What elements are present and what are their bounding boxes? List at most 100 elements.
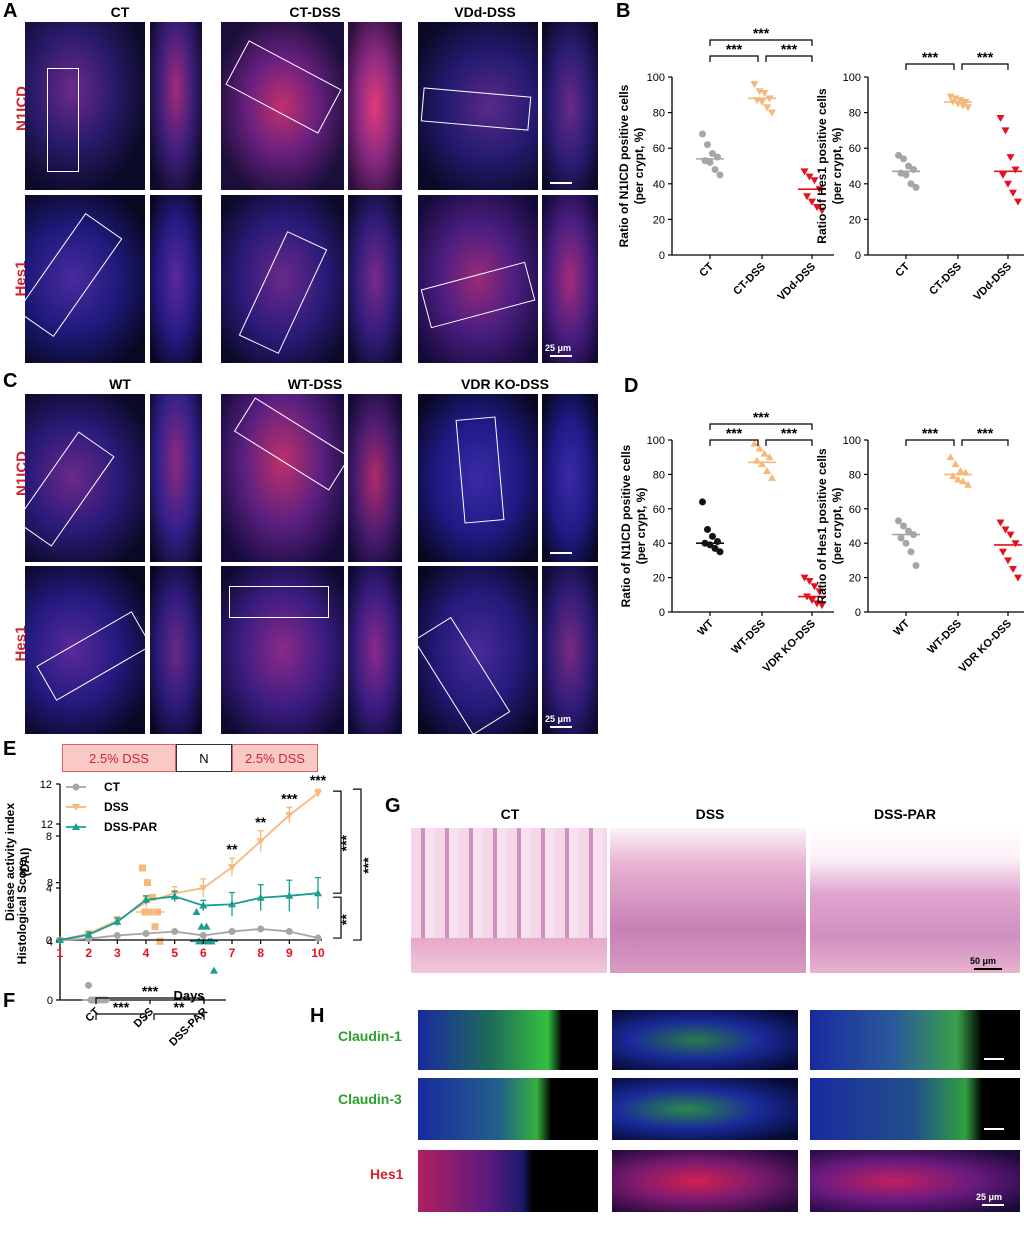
- panel-g-col-dss: DSS: [695, 806, 725, 822]
- B-right-y-axis-label-unit: (per crypt, %): [830, 128, 844, 205]
- scale-bar: [982, 1204, 1004, 1206]
- B-right-ytick-label: 60: [849, 143, 861, 155]
- B-left-point: [805, 173, 814, 181]
- B-right-point: [907, 180, 915, 188]
- B-left-sig-label: ***: [753, 25, 770, 41]
- D-left-point: [768, 473, 776, 481]
- B-left-point: [808, 198, 816, 206]
- micrograph-a-vdddss-hes1: [418, 195, 538, 363]
- D-right-point: [1011, 540, 1020, 548]
- e-y-axis-label: Diease activity index: [3, 803, 17, 921]
- B-left-ytick-label: 80: [653, 108, 665, 120]
- F-sig-label: ***: [113, 999, 130, 1015]
- e-point: [314, 934, 322, 942]
- if-claudin1-ct: [418, 1010, 598, 1070]
- e-series-line-1: [59, 792, 319, 941]
- B-left-ytick-label: 0: [659, 250, 665, 262]
- scale-bar: [974, 968, 1002, 970]
- B-right-point: [951, 95, 960, 103]
- D-left-sig-label: ***: [753, 409, 770, 425]
- if-claudin3-ct: [418, 1078, 598, 1140]
- D-right-point: [964, 480, 972, 488]
- D-left-point: [755, 444, 764, 452]
- D-right-point: [959, 477, 967, 485]
- panel-letter-e: E: [3, 738, 17, 760]
- panel-letter-g: G: [385, 795, 401, 817]
- B-left-point: [800, 168, 809, 176]
- scale-bar: [550, 355, 572, 357]
- B-left-sig-bracket: [709, 39, 813, 46]
- micrograph-a-ctdss-hes1-zoom: [348, 195, 402, 363]
- e-point: [142, 930, 150, 937]
- panel-g-col-dsspar: DSS-PAR: [874, 806, 936, 822]
- D-left-point: [808, 596, 816, 604]
- D-left-sig-bracket: [709, 439, 759, 446]
- micrograph-a-vdddss-hes1-zoom: 25 μm: [542, 195, 598, 363]
- micrograph-c-wtdss-n1icd-zoom: [348, 394, 402, 562]
- D-right-point: [895, 517, 902, 525]
- e-series-line-0: [59, 928, 319, 941]
- B-left-y-axis-label-unit: (per crypt, %): [632, 128, 646, 205]
- micrograph-a-ct-hes1: [25, 195, 145, 363]
- micrograph-c-vdrko-n1icd: [418, 394, 538, 562]
- D-left-point: [805, 578, 814, 586]
- D-left-sig-bracket: [765, 439, 813, 446]
- e-bracket-par-ct: [333, 896, 342, 939]
- B-right-category-label: VDd-DSS: [971, 261, 1014, 304]
- e-ytick-label: 0: [46, 935, 52, 947]
- e-legend-label-1: DSS: [104, 800, 129, 814]
- micrograph-c-wtdss-hes1: [221, 566, 344, 734]
- e-point: [256, 893, 265, 901]
- D-right-point: [951, 460, 960, 468]
- micrograph-a-vdddss-n1icd-zoom: [542, 22, 598, 190]
- B-right-ytick-label: 100: [843, 72, 861, 84]
- D-left-point: [699, 498, 706, 506]
- B-left-sig-bracket: [709, 55, 759, 62]
- D-right-sig-label: ***: [977, 425, 994, 441]
- D-left-category-label: VDR KO-DSS: [761, 618, 818, 675]
- B-right-point: [996, 114, 1005, 122]
- D-right-point: [949, 472, 957, 480]
- D-left-ytick-label: 0: [659, 607, 665, 619]
- D-right-point: [912, 562, 920, 570]
- B-right-point: [895, 151, 902, 159]
- D-left-ytick-label: 40: [653, 538, 665, 550]
- D-left-sig-label: ***: [726, 425, 743, 441]
- D-right-point: [946, 453, 955, 461]
- F-sig-bracket: [95, 997, 205, 1004]
- e-xtick-label: 2: [85, 946, 92, 960]
- B-right-point: [956, 97, 965, 105]
- B-left-point: [711, 166, 719, 174]
- B-right-point: [1001, 127, 1010, 135]
- micrograph-c-wtdss-n1icd: [221, 394, 344, 562]
- panel-letter-b: B: [616, 0, 631, 22]
- D-left-point: [818, 602, 826, 610]
- e-point: [142, 895, 150, 903]
- panel-g-col-ct: CT: [500, 806, 520, 822]
- D-right-ytick-label: 0: [855, 607, 861, 619]
- B-right-y-axis-label: Ratio of Hes1 positive cells: [815, 88, 829, 244]
- B-right-point: [1014, 198, 1022, 206]
- B-right-sig-bracket: [905, 63, 955, 70]
- e-point: [285, 812, 294, 820]
- B-right-point: [900, 155, 907, 163]
- e-point-sig-label: **: [255, 814, 266, 830]
- B-left-sig-bracket: [765, 55, 813, 62]
- B-right-point: [1006, 154, 1015, 162]
- scale-label: 50 μm: [970, 956, 997, 966]
- panel-c-col-vdrkodss: VDR KO-DSS: [461, 376, 549, 392]
- B-right-point: [999, 171, 1007, 179]
- F-sig-label: **: [174, 999, 185, 1015]
- micrograph-c-wt-hes1: [25, 566, 145, 734]
- he-image-dsspar: 50 μm: [810, 828, 1020, 973]
- B-right-ytick-label: 80: [849, 108, 861, 120]
- e-legend-marker-1: [72, 804, 80, 811]
- B-left-point: [763, 104, 771, 112]
- D-left-ytick-label: 20: [653, 573, 665, 585]
- e-point: [199, 901, 208, 909]
- e-xtick-label: 6: [200, 946, 207, 960]
- F-category-label: CT: [83, 1005, 102, 1024]
- e-point-sig-label: ***: [310, 772, 327, 788]
- B-left-ytick-label: 100: [647, 72, 665, 84]
- F-point: [156, 937, 164, 945]
